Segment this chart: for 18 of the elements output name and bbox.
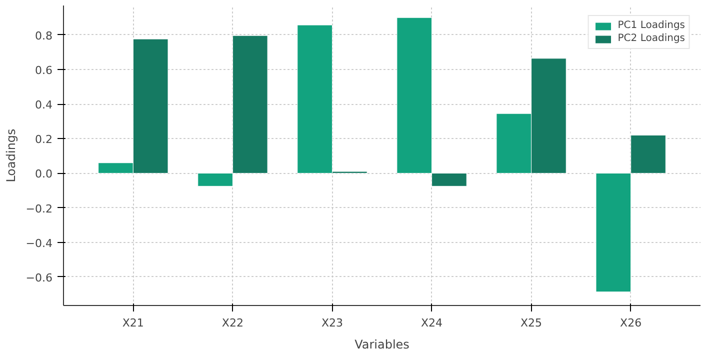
x-tick-label: X25 bbox=[520, 316, 542, 330]
x-tick-label: X22 bbox=[222, 316, 244, 330]
x-axis-title: Variables bbox=[354, 338, 410, 352]
y-tick-label: 0.6 bbox=[35, 64, 53, 77]
legend-label: PC2 Loadings bbox=[618, 33, 685, 44]
y-tick-label: 0.0 bbox=[35, 168, 53, 181]
x-tick-label: X23 bbox=[321, 316, 344, 330]
x-tick-label: X21 bbox=[122, 316, 144, 330]
y-tick-label: 0.2 bbox=[35, 133, 53, 146]
y-tick-label: 0.8 bbox=[35, 29, 53, 42]
y-tick-label: −0.6 bbox=[26, 271, 53, 284]
x-tick-label: X24 bbox=[421, 316, 443, 330]
y-tick-label: −0.4 bbox=[26, 236, 53, 250]
y-tick-label: 0.4 bbox=[35, 98, 53, 112]
legend-label: PC1 Loadings bbox=[618, 20, 685, 31]
x-tick-label: X26 bbox=[620, 316, 642, 330]
y-tick-label: −0.2 bbox=[26, 202, 53, 216]
y-axis-title: Loadings bbox=[4, 128, 18, 182]
